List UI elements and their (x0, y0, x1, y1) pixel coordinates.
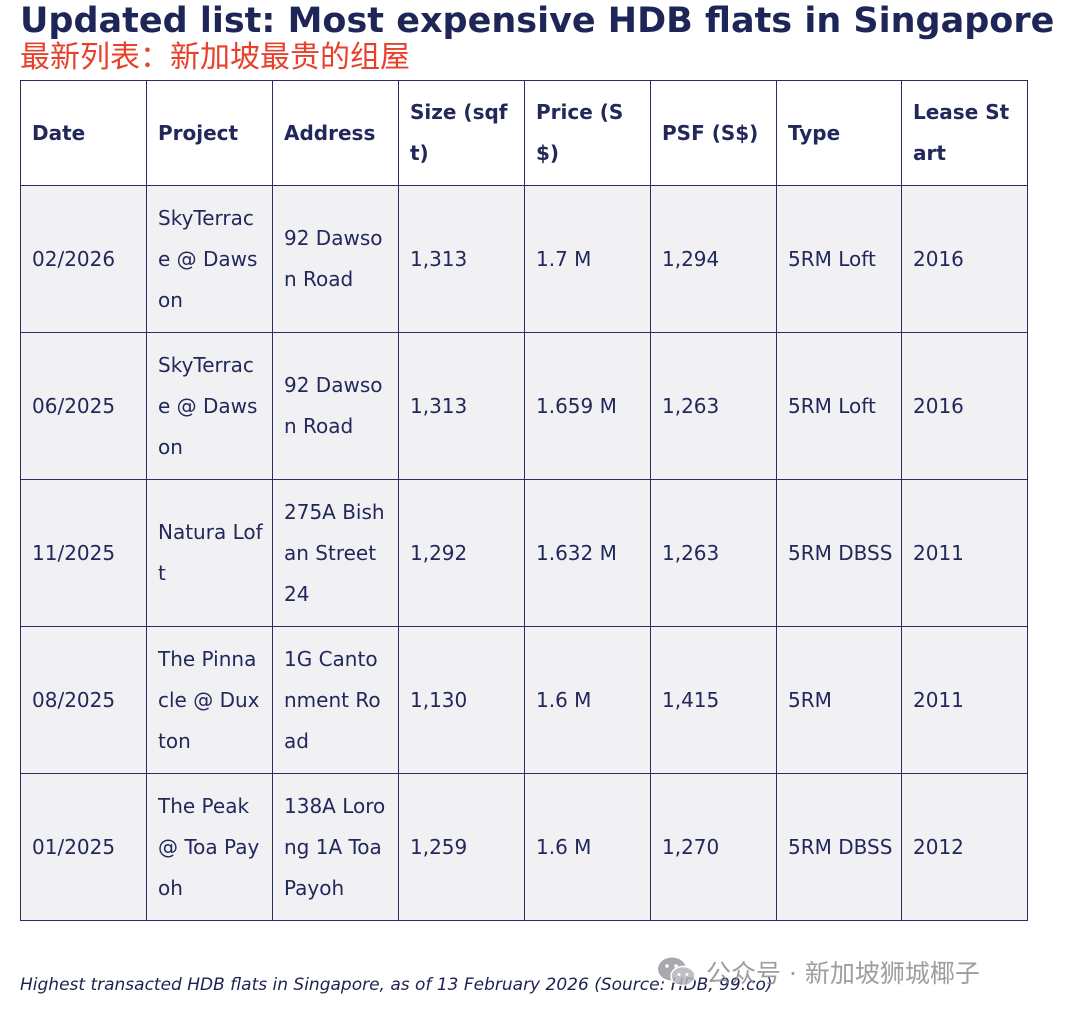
table-row: 01/2025 The Peak @ Toa Payoh 138A Lorong… (20, 773, 1028, 921)
cell-price: 1.7 M (524, 185, 651, 333)
cell-lease-start: 2016 (901, 332, 1028, 480)
table-row: 11/2025 Natura Loft 275A Bishan Street 2… (20, 479, 1028, 627)
header-lease-start: Lease Start (901, 80, 1028, 186)
cell-psf: 1,263 (650, 479, 777, 627)
cell-project: The Peak @ Toa Payoh (146, 773, 273, 921)
cell-address: 92 Dawson Road (272, 185, 399, 333)
cell-size: 1,313 (398, 332, 525, 480)
cell-size: 1,292 (398, 479, 525, 627)
cell-type: 5RM (776, 626, 902, 774)
cell-project: Natura Loft (146, 479, 273, 627)
cell-price: 1.6 M (524, 626, 651, 774)
cell-project: The Pinnacle @ Duxton (146, 626, 273, 774)
cell-type: 5RM DBSS (776, 479, 902, 627)
cell-size: 1,259 (398, 773, 525, 921)
cell-address: 275A Bishan Street 24 (272, 479, 399, 627)
cell-address: 1G Cantonment Road (272, 626, 399, 774)
cell-date: 11/2025 (20, 479, 147, 627)
cell-psf: 1,270 (650, 773, 777, 921)
cell-lease-start: 2011 (901, 626, 1028, 774)
cell-project: SkyTerrace @ Dawson (146, 185, 273, 333)
header-date: Date (20, 80, 147, 186)
cell-size: 1,130 (398, 626, 525, 774)
page-subtitle: 最新列表：新加坡最贵的组屋 (20, 40, 410, 75)
cell-address: 138A Lorong 1A Toa Payoh (272, 773, 399, 921)
cell-address: 92 Dawson Road (272, 332, 399, 480)
cell-project: SkyTerrace @ Dawson (146, 332, 273, 480)
cell-lease-start: 2016 (901, 185, 1028, 333)
cell-price: 1.659 M (524, 332, 651, 480)
table-row: 06/2025 SkyTerrace @ Dawson 92 Dawson Ro… (20, 332, 1028, 480)
cell-size: 1,313 (398, 185, 525, 333)
cell-date: 02/2026 (20, 185, 147, 333)
watermark-text: 公众号 · 新加坡狮城椰子 (706, 959, 980, 988)
header-psf: PSF (S$) (650, 80, 777, 186)
cell-type: 5RM DBSS (776, 773, 902, 921)
cell-date: 08/2025 (20, 626, 147, 774)
header-size: Size (sqft) (398, 80, 525, 186)
cell-price: 1.6 M (524, 773, 651, 921)
page-title: Updated list: Most expensive HDB flats i… (20, 1, 1055, 41)
cell-lease-start: 2012 (901, 773, 1028, 921)
cell-psf: 1,415 (650, 626, 777, 774)
header-price: Price (S$) (524, 80, 651, 186)
watermark: 公众号 · 新加坡狮城椰子 (656, 954, 980, 990)
wechat-icon (658, 957, 696, 987)
cell-psf: 1,263 (650, 332, 777, 480)
table-row: 02/2026 SkyTerrace @ Dawson 92 Dawson Ro… (20, 185, 1028, 333)
table-row: 08/2025 The Pinnacle @ Duxton 1G Cantonm… (20, 626, 1028, 774)
header-project: Project (146, 80, 273, 186)
table-header-row: Date Project Address Size (sqft) Price (… (20, 80, 1028, 186)
cell-date: 01/2025 (20, 773, 147, 921)
header-address: Address (272, 80, 399, 186)
header-type: Type (776, 80, 902, 186)
hdb-price-table: Date Project Address Size (sqft) Price (… (20, 80, 1028, 921)
cell-type: 5RM Loft (776, 185, 902, 333)
cell-price: 1.632 M (524, 479, 651, 627)
cell-psf: 1,294 (650, 185, 777, 333)
table-caption: Highest transacted HDB flats in Singapor… (20, 975, 773, 995)
cell-lease-start: 2011 (901, 479, 1028, 627)
cell-date: 06/2025 (20, 332, 147, 480)
cell-type: 5RM Loft (776, 332, 902, 480)
